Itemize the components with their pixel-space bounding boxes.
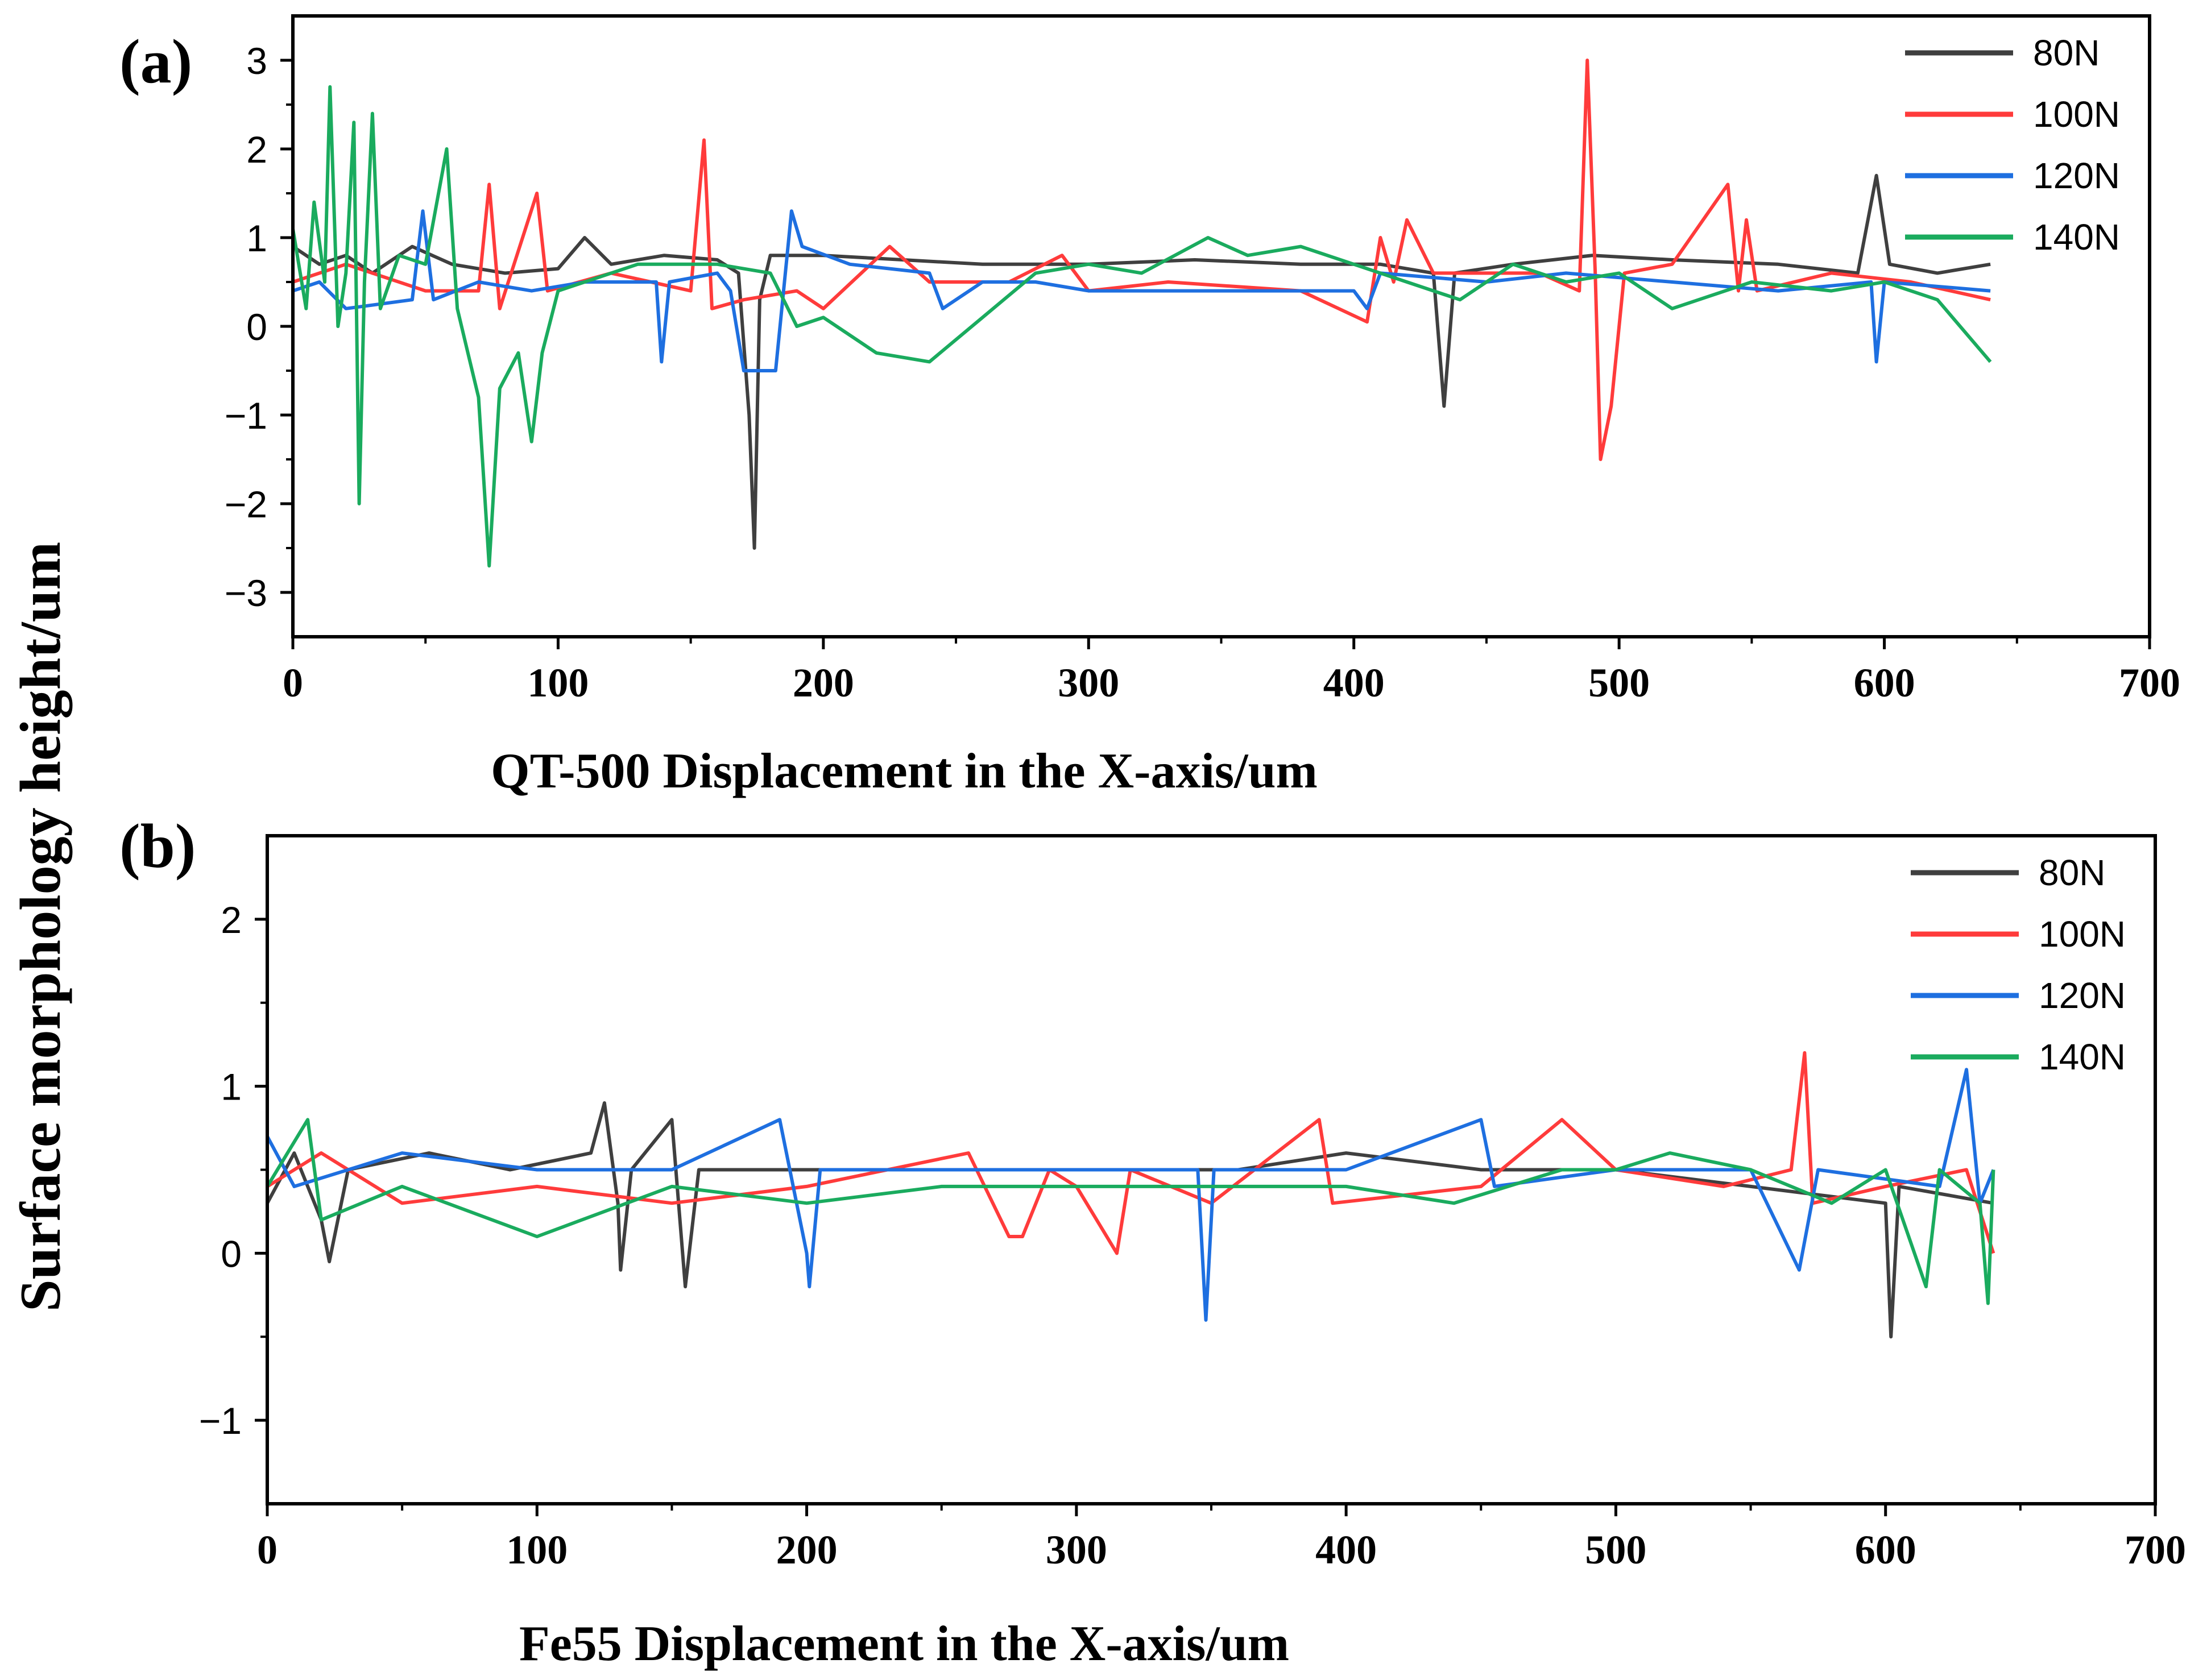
panel-a-legend: 80N 100N 120N 140N — [1905, 32, 2120, 258]
panel-a-chart: (a) QT-500 Displacement in the X-axis/um… — [119, 14, 2180, 799]
panel-a-label: (a) — [119, 27, 192, 96]
shared-y-axis-label: Surface morphology height/um — [9, 542, 73, 1312]
panel-a-y-tick-label: 1 — [246, 217, 267, 259]
panel-a-plot-frame — [291, 14, 2151, 638]
panel-b-legend: 80N 100N 120N 140N — [1911, 852, 2126, 1077]
panel-a-y-tick-label: −2 — [225, 483, 267, 525]
panel-b-series-line-140n — [266, 1118, 1995, 1305]
panel-a-series-line-100n — [292, 59, 1991, 461]
panel-a-x-tick-label: 600 — [1854, 660, 1915, 706]
panel-a-x-tick-label: 700 — [2119, 660, 2180, 706]
panel-a-y-tick-label: −3 — [225, 572, 267, 614]
panel-a-x-axis-label: QT-500 Displacement in the X-axis/um — [491, 744, 1318, 799]
panel-a-x-tick-label: 100 — [527, 660, 589, 706]
panel-b-chart: (b) Fe55 Displacement in the X-axis/um 0… — [119, 811, 2186, 1671]
panel-b-x-tick-label: 600 — [1855, 1527, 1916, 1573]
panel-b-series-line-80n — [266, 1101, 1994, 1339]
panel-b-y-tick-label: −1 — [199, 1400, 242, 1442]
panel-b-x-tick-label: 500 — [1585, 1527, 1646, 1573]
panel-b-x-tick-label: 200 — [776, 1527, 838, 1573]
panel-b-x-tick-label: 300 — [1046, 1527, 1107, 1573]
panel-a-x-tick-label: 300 — [1058, 660, 1119, 706]
panel-a-legend-label-80n: 80N — [2033, 32, 2100, 73]
panel-b-x-tick-label: 100 — [506, 1527, 568, 1573]
panel-a-legend-label-100n: 100N — [2033, 94, 2120, 135]
panel-a-y-tick-label: 3 — [246, 40, 267, 82]
panel-b-x-tick-label: 700 — [2125, 1527, 2186, 1573]
panel-a-y-tick-label: −1 — [225, 395, 267, 437]
panel-b-y-tick-label: 0 — [221, 1233, 242, 1275]
panel-a-legend-label-120n: 120N — [2033, 155, 2120, 196]
panel-b-y-tick-label: 2 — [221, 899, 242, 941]
panel-b-label: (b) — [119, 811, 196, 881]
panel-a-series-line-120n — [292, 209, 1991, 372]
panel-a-x-tick-label: 200 — [793, 660, 854, 706]
panel-b-legend-label-100n: 100N — [2039, 914, 2126, 955]
panel-a-x-tick-label: 0 — [283, 660, 303, 706]
panel-a-y-tick-label: 0 — [246, 306, 267, 348]
panel-b-legend-label-80n: 80N — [2039, 852, 2105, 893]
panel-a-x-tick-label: 400 — [1323, 660, 1385, 706]
panel-b-legend-label-120n: 120N — [2039, 975, 2126, 1016]
panel-a-legend-label-140n: 140N — [2033, 217, 2120, 258]
panel-b-x-axis-label: Fe55 Displacement in the X-axis/um — [519, 1616, 1289, 1671]
panel-b-legend-label-140n: 140N — [2039, 1036, 2126, 1077]
panel-b-x-tick-label: 400 — [1315, 1527, 1377, 1573]
panel-b-x-tick-label: 0 — [257, 1527, 278, 1573]
panel-b-series-line-120n — [266, 1068, 1995, 1322]
panel-a-series-line-80n — [292, 173, 1991, 550]
panel-a-y-tick-label: 2 — [246, 128, 267, 171]
panel-b-y-tick-label: 1 — [221, 1066, 242, 1108]
panel-a-x-tick-label: 500 — [1588, 660, 1650, 706]
panel-b-series-line-100n — [266, 1051, 1995, 1255]
panel-a-series-line-140n — [291, 85, 1992, 568]
